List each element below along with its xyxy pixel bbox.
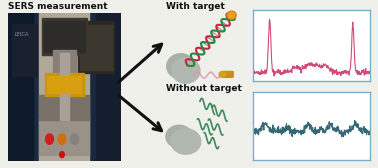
Bar xyxy=(8,13,33,161)
Bar xyxy=(47,76,81,93)
Circle shape xyxy=(228,12,235,18)
Bar xyxy=(45,73,84,96)
Text: LEICA: LEICA xyxy=(15,32,29,37)
Circle shape xyxy=(58,134,66,144)
Bar xyxy=(39,13,89,161)
Text: Without target: Without target xyxy=(166,84,242,93)
Bar xyxy=(60,53,69,120)
Bar xyxy=(78,21,114,73)
Bar xyxy=(80,25,112,70)
Bar xyxy=(39,118,89,155)
Circle shape xyxy=(166,125,192,148)
Circle shape xyxy=(71,134,79,144)
Bar xyxy=(53,50,76,117)
Circle shape xyxy=(167,54,195,79)
Circle shape xyxy=(45,134,54,144)
Circle shape xyxy=(219,71,226,77)
Bar xyxy=(39,95,89,120)
Bar xyxy=(44,21,85,52)
Circle shape xyxy=(227,11,236,19)
FancyBboxPatch shape xyxy=(223,71,233,77)
Bar xyxy=(96,13,121,161)
Bar xyxy=(42,18,87,55)
Circle shape xyxy=(60,152,64,158)
Circle shape xyxy=(172,58,200,83)
Text: With target: With target xyxy=(166,2,225,11)
Bar xyxy=(12,24,37,76)
Circle shape xyxy=(171,129,201,154)
Text: SERS measurement: SERS measurement xyxy=(8,2,107,11)
